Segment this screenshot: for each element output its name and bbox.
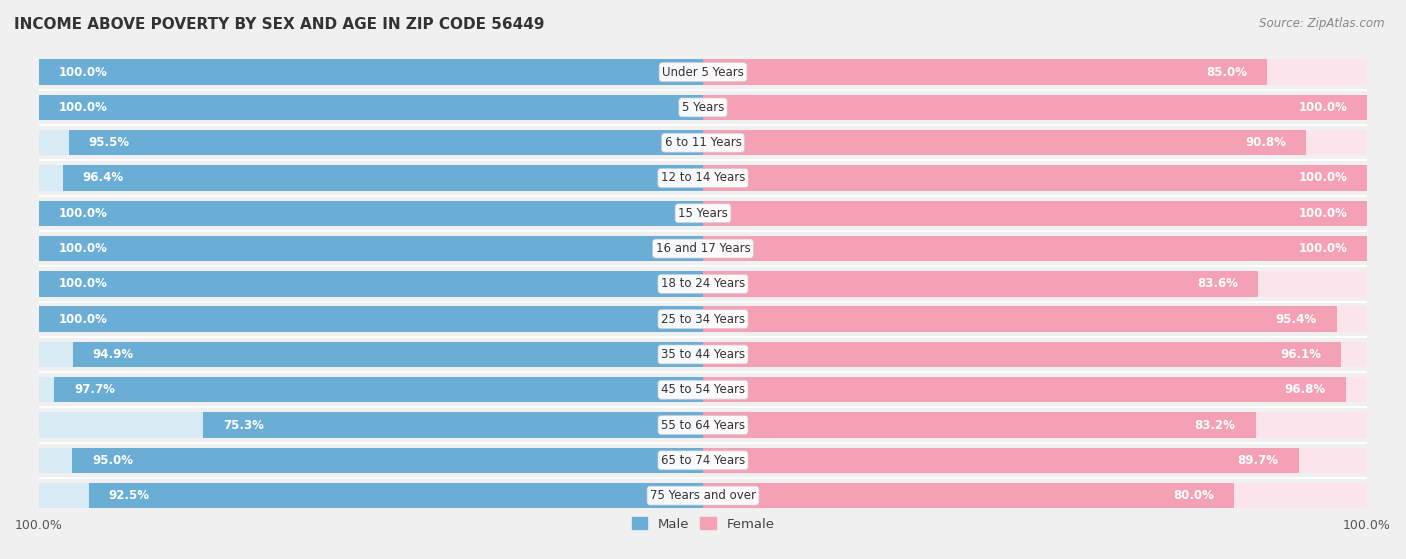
Bar — [39, 236, 703, 261]
Bar — [703, 377, 1367, 402]
Text: 16 and 17 Years: 16 and 17 Years — [655, 242, 751, 255]
Bar — [39, 59, 703, 85]
Bar — [703, 201, 1367, 226]
Text: 100.0%: 100.0% — [59, 277, 108, 290]
Text: 85.0%: 85.0% — [1206, 65, 1247, 79]
Bar — [39, 306, 703, 332]
Text: 5 Years: 5 Years — [682, 101, 724, 114]
Text: INCOME ABOVE POVERTY BY SEX AND AGE IN ZIP CODE 56449: INCOME ABOVE POVERTY BY SEX AND AGE IN Z… — [14, 17, 544, 32]
Bar — [703, 94, 1367, 120]
Bar — [39, 342, 703, 367]
Bar — [55, 377, 703, 402]
Legend: Male, Female: Male, Female — [627, 513, 779, 534]
Text: 80.0%: 80.0% — [1174, 489, 1215, 502]
Bar — [89, 483, 703, 508]
Bar — [39, 448, 703, 473]
Text: 35 to 44 Years: 35 to 44 Years — [661, 348, 745, 361]
Bar — [39, 483, 703, 508]
Bar — [703, 483, 1234, 508]
Text: 100.0%: 100.0% — [1298, 207, 1347, 220]
Text: 94.9%: 94.9% — [93, 348, 134, 361]
Text: 96.1%: 96.1% — [1281, 348, 1322, 361]
Bar — [703, 413, 1256, 438]
Bar — [39, 201, 703, 226]
Bar — [703, 271, 1367, 297]
Text: 75.3%: 75.3% — [224, 419, 264, 432]
Bar — [69, 130, 703, 155]
Bar — [703, 165, 1367, 191]
Bar — [703, 377, 1346, 402]
Bar — [39, 271, 703, 297]
Bar — [703, 306, 1367, 332]
Text: 90.8%: 90.8% — [1246, 136, 1286, 149]
Text: 83.2%: 83.2% — [1195, 419, 1236, 432]
Bar — [39, 201, 703, 226]
Bar — [39, 306, 703, 332]
Text: 96.8%: 96.8% — [1285, 383, 1326, 396]
Bar — [72, 448, 703, 473]
Bar — [703, 165, 1367, 191]
Text: 100.0%: 100.0% — [59, 242, 108, 255]
Text: 100.0%: 100.0% — [1298, 101, 1347, 114]
Bar — [39, 236, 703, 261]
Bar — [39, 59, 703, 85]
Text: 92.5%: 92.5% — [108, 489, 149, 502]
Text: 15 Years: 15 Years — [678, 207, 728, 220]
Text: 65 to 74 Years: 65 to 74 Years — [661, 454, 745, 467]
Bar — [39, 413, 703, 438]
Bar — [703, 59, 1267, 85]
Bar — [39, 94, 703, 120]
Bar — [703, 236, 1367, 261]
Text: 89.7%: 89.7% — [1237, 454, 1278, 467]
Text: Source: ZipAtlas.com: Source: ZipAtlas.com — [1260, 17, 1385, 30]
Text: 100.0%: 100.0% — [1298, 172, 1347, 184]
Text: 25 to 34 Years: 25 to 34 Years — [661, 312, 745, 326]
Bar — [703, 483, 1367, 508]
Text: 96.4%: 96.4% — [83, 172, 124, 184]
Text: 12 to 14 Years: 12 to 14 Years — [661, 172, 745, 184]
Text: 45 to 54 Years: 45 to 54 Years — [661, 383, 745, 396]
Bar — [703, 236, 1367, 261]
Text: 100.0%: 100.0% — [59, 101, 108, 114]
Bar — [39, 271, 703, 297]
Text: 95.4%: 95.4% — [1275, 312, 1316, 326]
Text: 100.0%: 100.0% — [1298, 242, 1347, 255]
Bar — [39, 94, 703, 120]
Text: 83.6%: 83.6% — [1198, 277, 1239, 290]
Bar — [703, 94, 1367, 120]
Text: 100.0%: 100.0% — [59, 65, 108, 79]
Bar — [703, 306, 1337, 332]
Text: 75 Years and over: 75 Years and over — [650, 489, 756, 502]
Bar — [703, 448, 1299, 473]
Bar — [703, 59, 1367, 85]
Text: 6 to 11 Years: 6 to 11 Years — [665, 136, 741, 149]
Text: 95.0%: 95.0% — [91, 454, 134, 467]
Bar — [39, 130, 703, 155]
Bar — [703, 130, 1306, 155]
Bar — [703, 201, 1367, 226]
Bar — [703, 413, 1367, 438]
Text: 97.7%: 97.7% — [75, 383, 115, 396]
Bar — [39, 377, 703, 402]
Text: 100.0%: 100.0% — [59, 207, 108, 220]
Text: 55 to 64 Years: 55 to 64 Years — [661, 419, 745, 432]
Bar — [202, 413, 703, 438]
Bar — [73, 342, 703, 367]
Text: 18 to 24 Years: 18 to 24 Years — [661, 277, 745, 290]
Text: 100.0%: 100.0% — [59, 312, 108, 326]
Bar — [703, 342, 1341, 367]
Bar — [39, 165, 703, 191]
Bar — [63, 165, 703, 191]
Text: 95.5%: 95.5% — [89, 136, 129, 149]
Text: Under 5 Years: Under 5 Years — [662, 65, 744, 79]
Bar — [703, 342, 1367, 367]
Bar — [703, 130, 1367, 155]
Bar — [703, 271, 1258, 297]
Bar — [703, 448, 1367, 473]
